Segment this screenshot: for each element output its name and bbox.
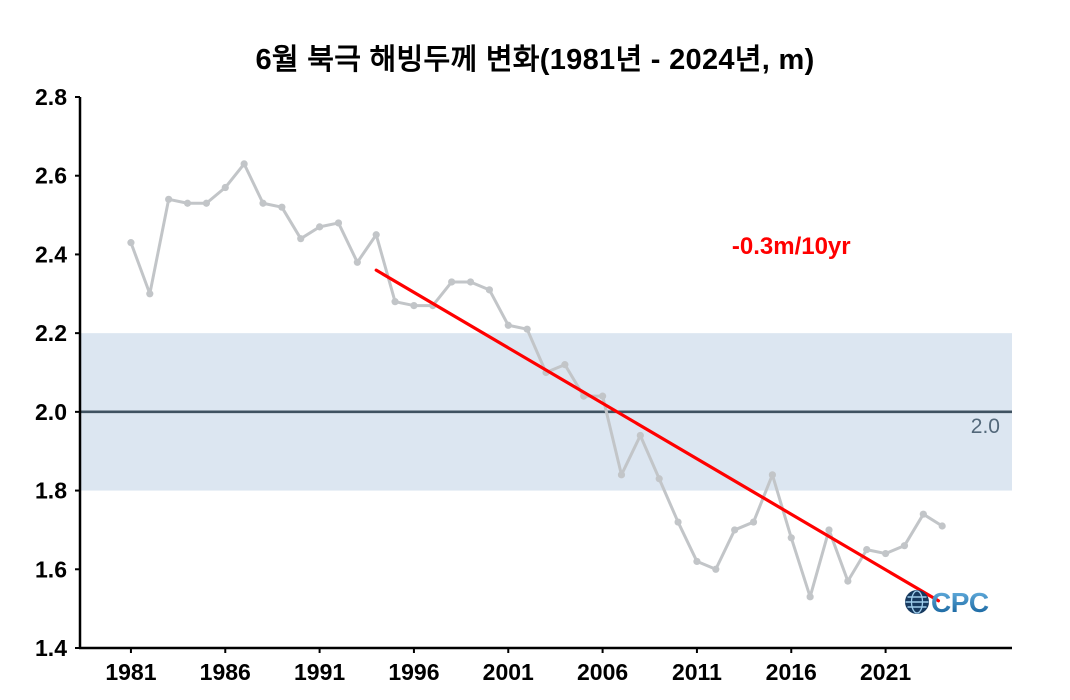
x-tick-label: 2021	[860, 659, 911, 685]
y-tick-label: 2.8	[35, 84, 67, 110]
ocpc-logo: CPC	[905, 587, 989, 618]
trend-line	[374, 268, 941, 603]
series-marker	[768, 471, 776, 479]
series-marker	[504, 321, 512, 329]
x-tick-label: 1981	[105, 659, 156, 685]
trend-annotation: -0.3m/10yr	[732, 233, 851, 260]
series-marker	[183, 199, 192, 207]
series-marker	[221, 183, 229, 192]
series-marker	[863, 546, 871, 554]
series-marker	[165, 195, 173, 203]
x-tick-label: 1986	[200, 659, 251, 685]
x-tick-label: 1996	[388, 659, 439, 685]
series-marker	[202, 199, 211, 207]
series-marker	[749, 518, 758, 526]
x-tick-label: 2001	[483, 659, 534, 685]
series-marker	[731, 526, 739, 534]
series-marker	[825, 526, 833, 534]
series-marker	[240, 160, 248, 168]
ocpc-globe-meridian-line	[910, 590, 924, 614]
series-marker	[636, 431, 644, 440]
y-tick-label: 1.8	[35, 478, 67, 504]
series-marker	[448, 278, 456, 286]
x-tick-label: 2006	[577, 659, 628, 685]
series-marker	[334, 219, 343, 227]
series-marker	[598, 392, 607, 400]
series-marker	[316, 223, 324, 231]
y-tick-label: 2.6	[35, 163, 67, 189]
series-marker	[844, 577, 852, 585]
y-tick-label: 2.4	[35, 241, 67, 267]
series-marker	[523, 325, 531, 333]
y-tick-label: 1.6	[35, 556, 67, 582]
x-tick-label: 2016	[766, 659, 817, 685]
series-marker	[485, 286, 494, 294]
series-marker	[146, 290, 154, 298]
x-tick-label: 1991	[294, 659, 345, 685]
series-markers	[127, 160, 946, 601]
series-marker	[353, 258, 361, 266]
chart-title: 6월 북극 해빙두께 변화(1981년 - 2024년, m)	[255, 44, 815, 76]
y-axis-ticks: 1.4 1.6 1.8 2.0 2.2 2.4 2.6 2.8	[35, 84, 80, 661]
series-marker	[278, 203, 286, 211]
series-marker	[900, 542, 909, 550]
series-marker	[712, 565, 720, 573]
series-marker	[410, 301, 418, 310]
series-marker	[466, 278, 475, 286]
ocpc-logo-text: CPC	[931, 587, 989, 618]
y-tick-label: 1.4	[35, 635, 67, 661]
series-marker	[674, 518, 682, 526]
y-tick-label: 2.2	[35, 320, 67, 346]
x-axis-ticks: 1981 1986 1991 1996 2001 2006 2011 2016 2021	[105, 648, 911, 685]
x-tick-label: 2011	[672, 659, 722, 685]
y-tick-label: 2.0	[35, 399, 67, 425]
series-marker	[391, 298, 399, 306]
series-marker	[617, 471, 626, 479]
series-marker	[561, 361, 569, 369]
series-marker	[881, 549, 890, 558]
series-marker	[655, 475, 663, 483]
series-marker	[372, 231, 380, 239]
series-marker	[297, 235, 305, 243]
series-marker	[693, 557, 701, 566]
series-marker	[938, 522, 946, 530]
series-marker	[806, 593, 814, 601]
series-marker	[919, 510, 927, 518]
series-marker	[787, 534, 795, 542]
series-marker	[127, 239, 135, 247]
series-marker	[259, 199, 267, 207]
reference-line-label: 2.0	[971, 415, 1000, 438]
